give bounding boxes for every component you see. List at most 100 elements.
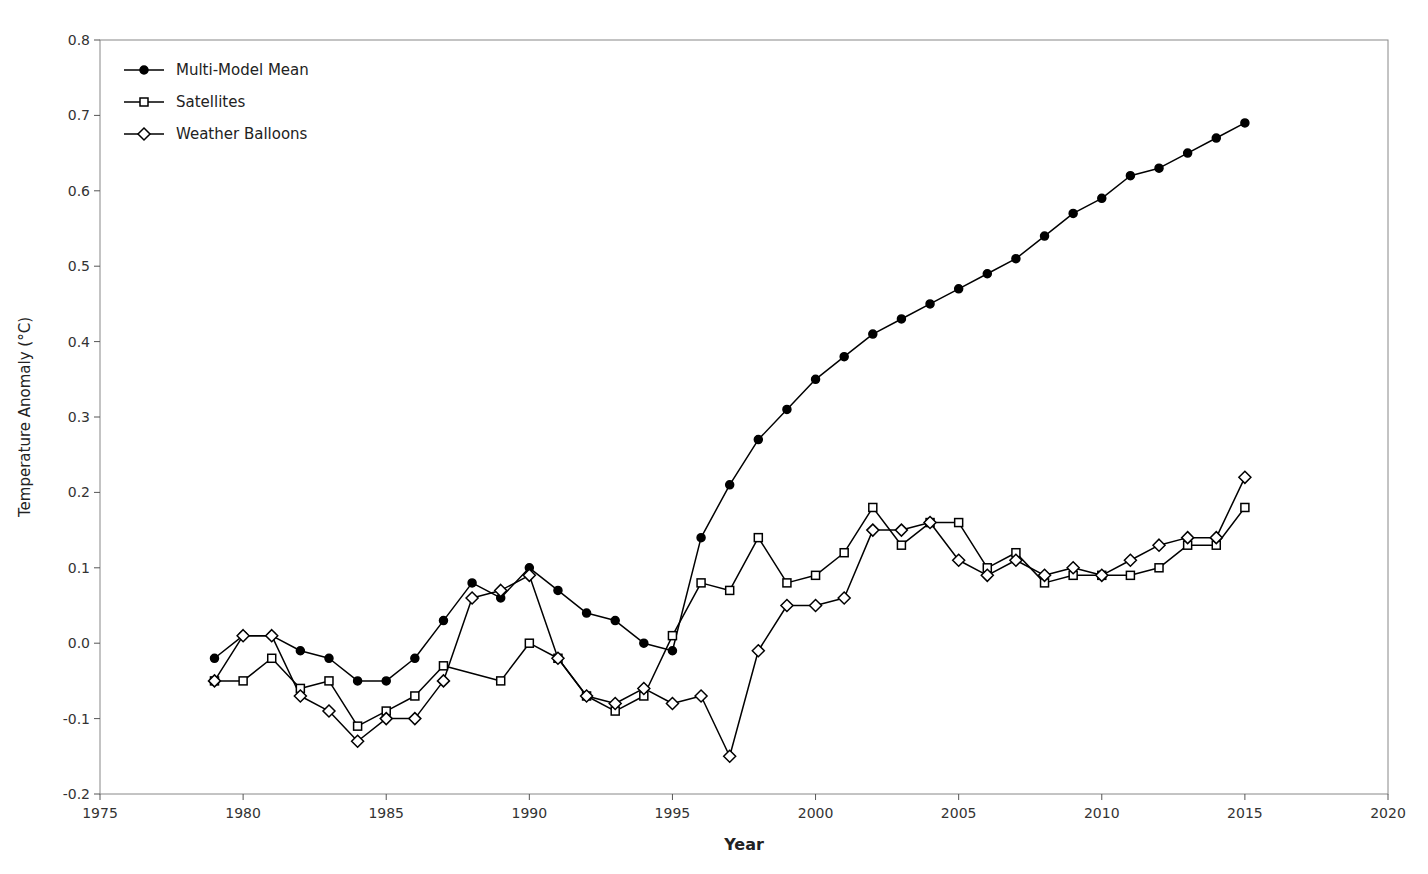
chart: 1975198019851990199520002005201020152020… (0, 0, 1428, 874)
y-tick (94, 492, 100, 493)
data-point (1155, 564, 1163, 572)
data-point (1039, 569, 1051, 581)
data-point (352, 735, 364, 747)
data-point (838, 592, 850, 604)
data-point (724, 750, 736, 762)
data-point (697, 579, 705, 587)
y-tick (94, 40, 100, 41)
y-tick-label: 0.6 (68, 183, 90, 199)
x-tick (815, 794, 816, 800)
data-point (897, 315, 905, 323)
data-point (525, 639, 533, 647)
x-tick-label: 2010 (1084, 805, 1120, 821)
data-point (869, 330, 877, 338)
x-tick (958, 794, 959, 800)
series-line (214, 507, 1244, 726)
data-point (382, 677, 390, 685)
y-tick-label: 0.7 (68, 107, 90, 123)
data-point (640, 639, 648, 647)
y-tick-label: 0.5 (68, 258, 90, 274)
legend-marker (140, 98, 148, 106)
data-point (239, 677, 247, 685)
data-point (552, 652, 564, 664)
data-point (439, 662, 447, 670)
data-point (666, 698, 678, 710)
x-tick-label: 2020 (1370, 805, 1406, 821)
data-point (812, 571, 820, 579)
x-tick (100, 794, 101, 800)
data-point (1182, 532, 1194, 544)
data-point (869, 503, 877, 511)
y-tick (94, 417, 100, 418)
series-line (214, 477, 1244, 756)
y-tick (94, 567, 100, 568)
x-tick (529, 794, 530, 800)
data-point (208, 675, 220, 687)
y-tick-label: 0.2 (68, 484, 90, 500)
data-point (437, 675, 449, 687)
data-point (726, 481, 734, 489)
data-point (1096, 569, 1108, 581)
data-point (895, 524, 907, 536)
data-point (955, 519, 963, 527)
y-axis-label: Temperature Anomaly (°C) (16, 317, 34, 518)
data-point (523, 569, 535, 581)
y-tick-label: 0.4 (68, 334, 90, 350)
data-point (668, 647, 676, 655)
x-tick-label: 1975 (82, 805, 118, 821)
x-tick-label: 1995 (655, 805, 691, 821)
y-tick (94, 794, 100, 795)
x-tick (1388, 794, 1389, 800)
legend: Multi-Model MeanSatellitesWeather Balloo… (124, 61, 309, 143)
legend-label: Weather Balloons (176, 125, 308, 143)
data-point (468, 579, 476, 587)
y-tick (94, 718, 100, 719)
x-tick-label: 1985 (368, 805, 404, 821)
data-point (783, 579, 791, 587)
data-point (981, 569, 993, 581)
x-axis-label: Year (723, 835, 764, 854)
data-point (1098, 194, 1106, 202)
x-tick (672, 794, 673, 800)
y-tick-label: 0.8 (68, 32, 90, 48)
data-point (781, 600, 793, 612)
data-point (354, 677, 362, 685)
data-point (466, 592, 478, 604)
series-line (214, 123, 1244, 681)
legend-marker (140, 66, 148, 74)
x-tick (243, 794, 244, 800)
data-point (953, 554, 965, 566)
x-tick (1101, 794, 1102, 800)
data-point (840, 549, 848, 557)
data-point (1241, 119, 1249, 127)
data-point (810, 600, 822, 612)
data-point (439, 617, 447, 625)
data-point (1124, 554, 1136, 566)
data-point (867, 524, 879, 536)
y-tick (94, 341, 100, 342)
data-point (325, 654, 333, 662)
data-point (1069, 209, 1077, 217)
legend-label: Satellites (176, 93, 245, 111)
data-point (1239, 471, 1251, 483)
y-tick-label: -0.1 (63, 711, 90, 727)
data-point (1210, 532, 1222, 544)
data-point (554, 586, 562, 594)
data-point (752, 645, 764, 657)
data-point (840, 353, 848, 361)
data-point (924, 517, 936, 529)
x-tick-label: 2015 (1227, 805, 1263, 821)
data-point (1010, 554, 1022, 566)
data-point (380, 713, 392, 725)
data-point (323, 705, 335, 717)
data-point (583, 609, 591, 617)
x-tick (1244, 794, 1245, 800)
data-point (726, 586, 734, 594)
data-point (897, 541, 905, 549)
legend-marker (138, 128, 150, 140)
data-point (783, 405, 791, 413)
data-point (1126, 172, 1134, 180)
data-point (497, 677, 505, 685)
plot-frame (100, 40, 1388, 794)
data-point (210, 654, 218, 662)
